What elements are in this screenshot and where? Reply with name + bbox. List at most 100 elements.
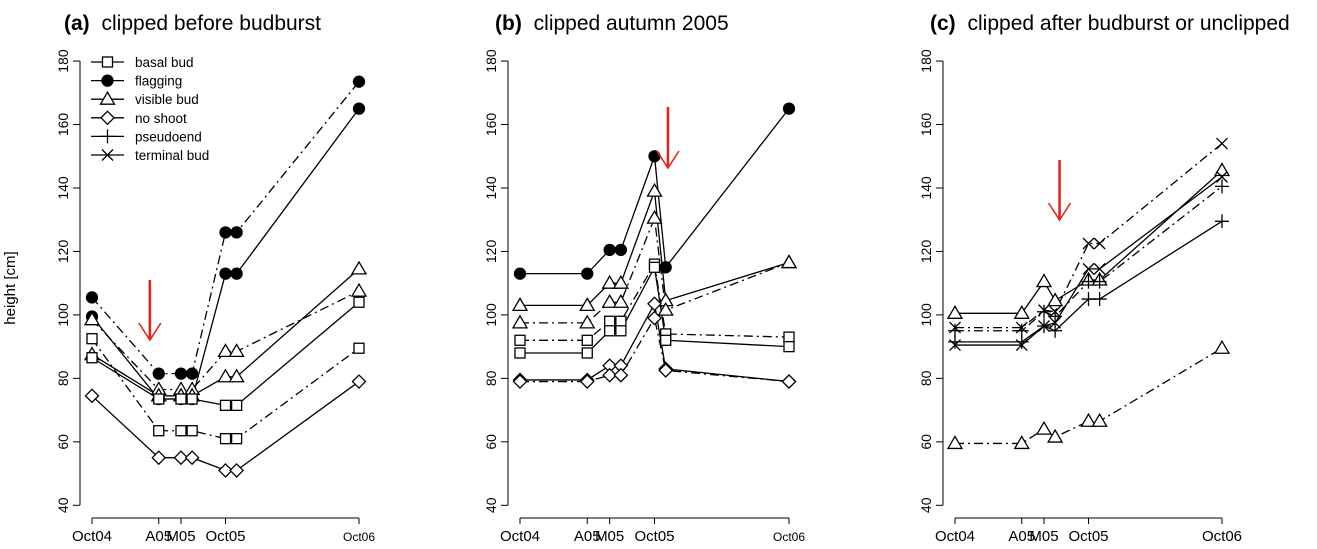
series-2-point	[1082, 262, 1095, 275]
series-4-point	[230, 399, 243, 411]
series-6-line	[520, 316, 790, 383]
panel-b-letter: (b)	[495, 12, 522, 35]
legend-marker	[100, 110, 115, 126]
y-tick-label: 160	[483, 113, 499, 137]
series-4-point	[153, 393, 165, 405]
series-2-point	[350, 282, 368, 297]
panel-b-title: (b) clipped autumn 2005	[495, 12, 729, 35]
series-0-point	[782, 102, 796, 115]
series-1-point	[646, 182, 663, 197]
series-4-point	[86, 352, 98, 364]
series-2-point	[1216, 170, 1228, 183]
panel-a: (a) clipped before budburst 40 60 80 100 120…	[55, 12, 375, 545]
x-tick-label: A05	[1008, 528, 1035, 545]
series-2-point	[1093, 262, 1106, 275]
series-6-point	[351, 374, 367, 389]
y-tick-label: 160	[55, 113, 71, 137]
legend-label: pseudoend	[135, 129, 202, 144]
event-arrow-head	[138, 322, 162, 342]
series-5-point	[353, 342, 365, 354]
y-tick-label: 100	[483, 303, 499, 327]
series-6-point	[229, 462, 245, 478]
series-0-point	[185, 367, 199, 380]
x-tick-label: Oct06	[773, 530, 805, 544]
series-4-point	[783, 340, 795, 353]
y-tick-label: 80	[483, 370, 499, 386]
panel-b-title-text: clipped autumn 2005	[534, 12, 729, 35]
series-1-line	[520, 190, 790, 307]
series-2-line	[955, 176, 1223, 346]
series-0-point	[1046, 292, 1064, 307]
series-2-point	[511, 314, 529, 329]
series-3-point	[1215, 214, 1229, 229]
series-4-point	[615, 325, 627, 337]
x-tick-label: Oct06	[1202, 528, 1242, 545]
series-3-point	[783, 331, 795, 343]
y-tick-label: 180	[483, 49, 499, 73]
series-6-point	[602, 367, 618, 383]
series-0-point	[581, 267, 594, 280]
y-tick-label: 40	[918, 497, 934, 513]
y-tick-label: 140	[483, 176, 499, 200]
legend: basal bud flagging visible bud no shoot pseu…	[91, 55, 209, 163]
series-4-point	[514, 347, 526, 359]
series-4-point	[1048, 309, 1063, 324]
series-0-point	[1035, 273, 1053, 288]
series-2-point	[612, 293, 630, 308]
series-4-line	[955, 185, 1223, 332]
series-6-point	[84, 388, 100, 404]
series-4-point	[1215, 179, 1229, 194]
series-1-point	[511, 297, 529, 312]
y-tick-label: 60	[55, 434, 71, 450]
series-6-point	[613, 367, 629, 383]
panel-c-letter: (c)	[930, 12, 956, 35]
y-tick-label: 180	[55, 49, 71, 73]
series-2-point	[217, 343, 234, 358]
panel-c-title: (c) clipped after budburst or unclipped	[930, 12, 1290, 35]
series-2-point	[83, 311, 101, 326]
series-1-point	[579, 297, 596, 312]
panel-b: (b) clipped autumn 2005 40 60 80 100 120 140 1…	[483, 12, 805, 545]
y-tick-label: 40	[483, 497, 499, 513]
y-tick-label: 80	[55, 370, 71, 386]
series-5-point	[153, 425, 165, 437]
event-arrow-head	[656, 150, 680, 170]
y-tick-label: 140	[55, 176, 71, 200]
series-6-point	[184, 450, 200, 466]
series-5-point	[647, 296, 662, 312]
series-4-point	[353, 296, 365, 308]
series-3-point	[350, 260, 368, 275]
series-6-point	[647, 310, 662, 326]
series-2-point	[657, 301, 674, 316]
series-6-line	[91, 381, 360, 472]
series-1-point	[219, 267, 232, 280]
series-6-point	[173, 450, 189, 466]
x-tick-label: Oct05	[1068, 528, 1108, 545]
y-tick-label: 60	[918, 434, 934, 450]
series-3-point	[604, 315, 616, 327]
legend-marker	[101, 149, 114, 161]
x-tick-label: M05	[166, 528, 195, 545]
series-0-line	[955, 170, 1223, 314]
legend-marker	[101, 74, 114, 87]
series-0-point	[152, 367, 165, 380]
series-4-point	[648, 261, 661, 273]
y-axis-label: height [cm]	[2, 251, 19, 324]
series-5-point	[1035, 420, 1053, 435]
series-5-point	[1080, 412, 1097, 427]
series-0-point	[603, 243, 616, 257]
series-5-point	[219, 433, 232, 445]
x-tick-label: A05	[145, 528, 172, 545]
series-0-point	[1213, 162, 1231, 177]
event-arrow-head	[1047, 202, 1072, 222]
legend-label: flagging	[135, 74, 182, 89]
y-tick-label: 40	[55, 497, 71, 513]
series-2-point	[646, 209, 663, 224]
y-tick-label: 180	[918, 49, 934, 73]
series-5-point	[1013, 435, 1030, 450]
series-2-point	[601, 293, 618, 308]
panel-a-title-text: clipped before budburst	[102, 12, 322, 35]
